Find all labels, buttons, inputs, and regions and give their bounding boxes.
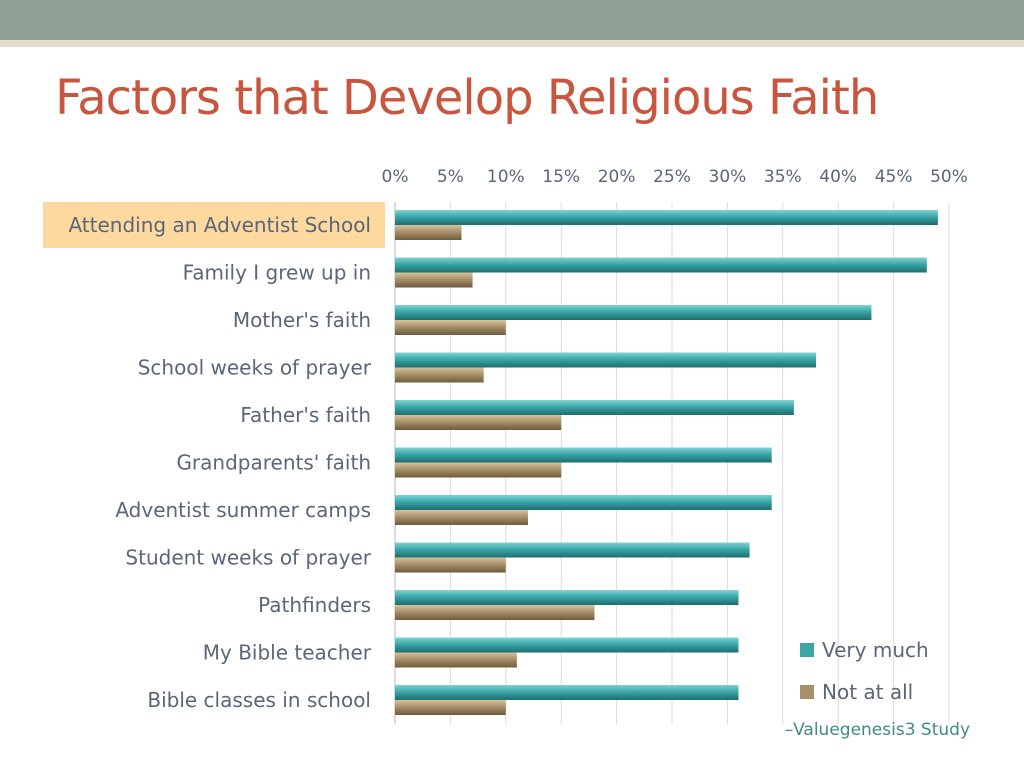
legend-label-not-at-all: Not at all — [822, 680, 914, 704]
bar-not-at-all — [395, 320, 506, 335]
category-highlight — [43, 202, 385, 248]
category-label: Pathfinders — [258, 593, 371, 617]
x-tick-label: 45% — [875, 167, 913, 187]
bar-not-at-all — [395, 272, 473, 288]
legend-label-very-much: Very much — [822, 638, 929, 662]
x-tick-label: 50% — [930, 167, 968, 187]
category-label: School weeks of prayer — [138, 356, 372, 380]
x-tick-label: 0% — [382, 167, 409, 187]
bar-very-much — [395, 305, 872, 320]
bar-very-much — [395, 495, 772, 510]
bar-not-at-all — [395, 367, 484, 383]
bar-very-much — [395, 637, 739, 653]
category-label: Grandparents' faith — [176, 451, 371, 475]
bar-very-much — [395, 590, 739, 605]
x-tick-label: 35% — [764, 167, 802, 187]
grid-lines — [394, 202, 950, 725]
bar-not-at-all — [395, 700, 506, 715]
x-tick-label: 25% — [653, 167, 691, 187]
x-tick-label: 30% — [709, 167, 747, 187]
legend-swatch-very-much — [800, 643, 814, 657]
bar-not-at-all — [395, 557, 506, 573]
category-label: Student weeks of prayer — [125, 546, 371, 570]
legend-swatch-not-at-all — [800, 685, 814, 699]
category-labels: Attending an Adventist School Family I gr… — [43, 202, 385, 712]
slide-title: Factors that Develop Religious Faith — [55, 70, 879, 126]
bar-not-at-all — [395, 510, 528, 525]
category-label: Father's faith — [240, 403, 371, 427]
x-tick-label: 5% — [437, 167, 464, 187]
bar-very-much — [395, 685, 739, 700]
x-axis-ticks: 0% 5% 10% 15% 20% 25% 30% 35% 40% 45% 50% — [382, 167, 968, 187]
bar-very-much — [395, 210, 938, 225]
bars — [395, 210, 938, 715]
bar-not-at-all — [395, 652, 517, 668]
top-band — [0, 0, 1024, 40]
bar-very-much — [395, 400, 794, 415]
top-accent-line — [0, 40, 1024, 47]
legend-item-very-much: Very much — [800, 636, 929, 664]
legend-item-not-at-all: Not at all — [800, 678, 929, 706]
category-label: Family I grew up in — [183, 261, 371, 285]
legend: Very much Not at all — [800, 636, 929, 720]
x-tick-label: 10% — [487, 167, 525, 187]
bar-not-at-all — [395, 225, 462, 240]
bar-not-at-all — [395, 415, 562, 430]
bar-very-much — [395, 352, 817, 368]
bar-very-much — [395, 257, 927, 273]
category-label: Mother's faith — [233, 308, 371, 332]
x-tick-label: 40% — [819, 167, 857, 187]
category-label: My Bible teacher — [203, 641, 372, 665]
bar-chart: 0% 5% 10% 15% 20% 25% 30% 35% 40% 45% 50% Attendin… — [43, 167, 968, 725]
category-label: Attending an Adventist School — [68, 213, 371, 237]
bar-not-at-all — [395, 605, 595, 620]
source-note: –Valuegenesis3 Study — [784, 720, 970, 740]
category-label: Adventist summer camps — [115, 498, 371, 522]
bar-not-at-all — [395, 462, 562, 478]
x-tick-label: 20% — [598, 167, 636, 187]
bar-very-much — [395, 542, 750, 558]
category-label: Bible classes in school — [147, 688, 371, 712]
x-tick-label: 15% — [542, 167, 580, 187]
bar-very-much — [395, 447, 772, 463]
